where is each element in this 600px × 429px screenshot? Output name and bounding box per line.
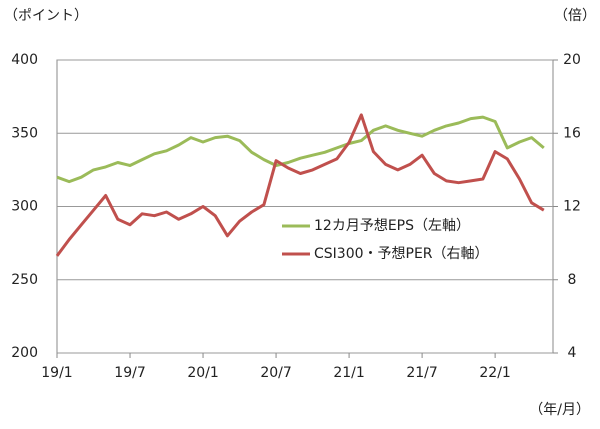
series-line [55,113,545,257]
y2-tick-label: 4 [568,345,577,361]
y-tick-label: 400 [11,52,38,68]
x-tick-label: 22/1 [479,365,510,381]
legend-label: CSI300・予想PER（右軸） [314,246,489,262]
series-line [56,115,545,184]
y2-tick-label: 16 [563,125,581,141]
x-tick-label: 21/1 [333,365,364,381]
x-tick-label: 19/7 [114,365,145,381]
x-axis-label: （年/月） [529,402,590,418]
y-tick-label: 200 [11,345,38,361]
y-tick-label: 250 [11,272,38,288]
y-axis-label: （ポイント） [4,8,88,24]
x-tick-label: 19/1 [41,365,72,381]
y2-axis-label: （倍） [554,8,596,24]
x-tick-label: 21/7 [406,365,437,381]
x-tick-label: 20/1 [187,365,218,381]
y2-tick-label: 8 [568,272,577,288]
y-tick-label: 350 [11,125,38,141]
y-tick-label: 300 [11,199,38,215]
x-tick-label: 20/7 [260,365,291,381]
y2-tick-label: 12 [563,199,581,215]
y2-tick-label: 20 [563,52,581,68]
legend-label: 12カ月予想EPS（左軸） [314,218,470,234]
